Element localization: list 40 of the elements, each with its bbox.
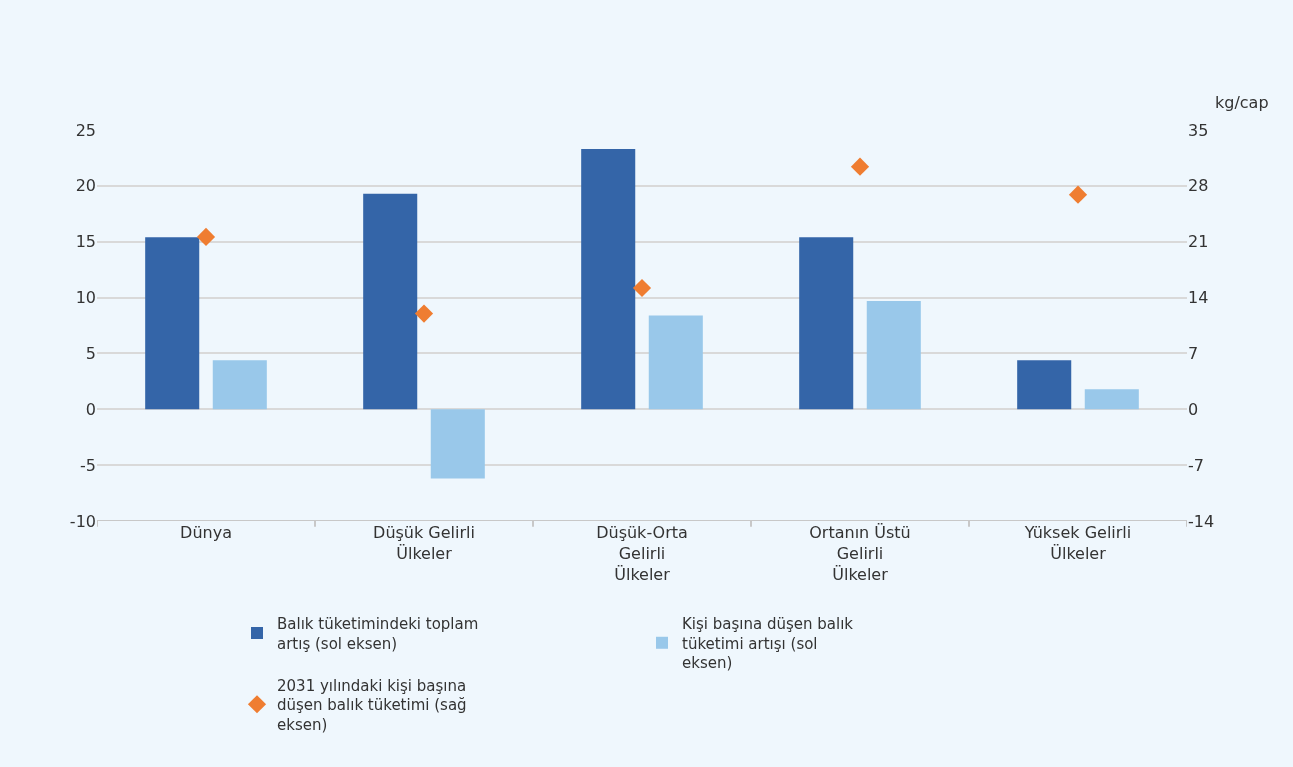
y2-tick-label: 35 bbox=[1188, 120, 1209, 140]
bar bbox=[1017, 360, 1072, 410]
bar bbox=[799, 237, 854, 410]
bar bbox=[1084, 389, 1139, 410]
legend-label: Kişi başına düşen balık tüketimi artışı (sol eksen) bbox=[682, 615, 854, 673]
point bbox=[196, 227, 216, 247]
bar bbox=[212, 360, 267, 410]
y2-tick-label: 28 bbox=[1188, 176, 1209, 196]
y2-tick-label: -14 bbox=[1188, 511, 1215, 531]
y2-tick-label: 7 bbox=[1188, 344, 1199, 364]
y2-tick-label: 0 bbox=[1188, 399, 1199, 419]
bar bbox=[866, 300, 921, 410]
x-tick-label: Ortanın Üstü Gelirli Ülkeler bbox=[809, 523, 911, 584]
y-tick-label: -5 bbox=[80, 455, 96, 475]
bar bbox=[430, 409, 485, 479]
bar bbox=[648, 315, 703, 410]
x-tick-label: Düşük Gelirli Ülkeler bbox=[373, 523, 475, 563]
bar bbox=[363, 193, 418, 410]
y-tick-label: 0 bbox=[85, 399, 96, 419]
y-tick-label: -10 bbox=[69, 511, 96, 531]
legend-label: Balık tüketimindeki toplam artış (sol eksen) bbox=[277, 615, 479, 653]
y-tick-label: 25 bbox=[75, 120, 96, 140]
bar bbox=[581, 148, 636, 410]
point bbox=[850, 157, 870, 176]
legend-label: 2031 yılındaki kişi başına düşen balık tüketimi (sağ eksen) bbox=[277, 676, 467, 734]
x-tick-label: Düşük-Orta Gelirli Ülkeler bbox=[596, 523, 688, 584]
y2-tick-label: 14 bbox=[1188, 288, 1209, 308]
y-tick-label: 5 bbox=[85, 344, 96, 364]
point bbox=[414, 304, 434, 323]
point bbox=[1068, 185, 1088, 204]
y-tick-label: 20 bbox=[75, 176, 96, 196]
y-tick-label: 10 bbox=[75, 288, 96, 308]
y2-tick-label: -7 bbox=[1188, 455, 1204, 475]
point bbox=[632, 278, 652, 298]
y2-axis-title: kg/cap bbox=[1215, 93, 1269, 112]
x-tick-label: Dünya bbox=[180, 523, 232, 542]
x-tick-label: Yüksek Gelirli Ülkeler bbox=[1023, 523, 1132, 563]
y-tick-label: 15 bbox=[75, 232, 96, 252]
bar bbox=[145, 237, 200, 410]
y2-tick-label: 21 bbox=[1188, 232, 1209, 252]
